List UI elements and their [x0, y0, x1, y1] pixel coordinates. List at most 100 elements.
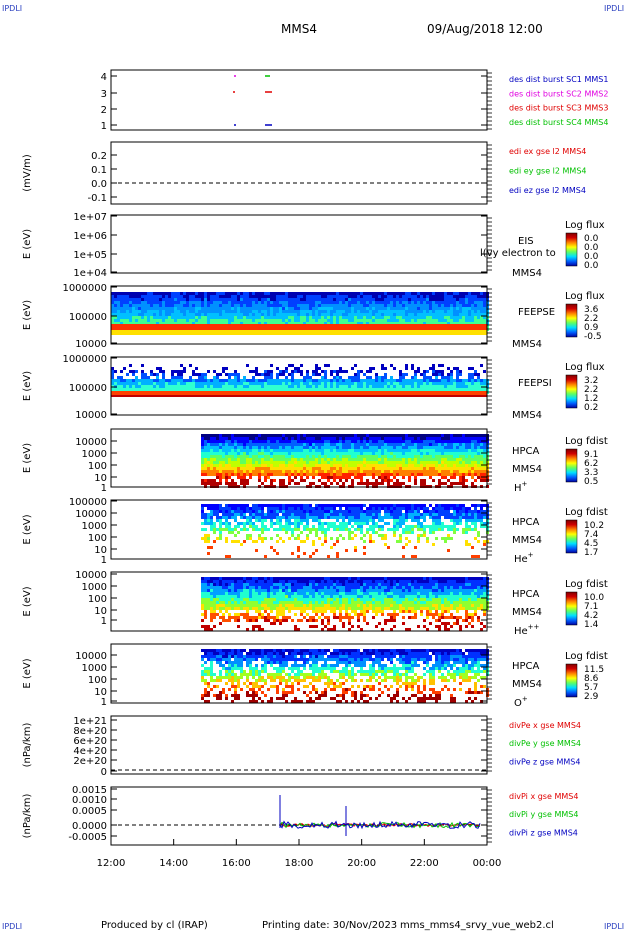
heatmap-cell [207, 304, 210, 307]
heatmap-cell [477, 313, 480, 316]
heatmap-cell [345, 440, 348, 443]
heatmap-cell [462, 313, 465, 316]
heatmap-cell [411, 437, 414, 440]
heatmap-cell [402, 301, 405, 304]
heatmap-cell [147, 307, 150, 310]
heatmap-cell [426, 473, 429, 476]
heatmap-cell [291, 370, 294, 373]
heatmap-cell [285, 510, 288, 513]
heatmap-cell [408, 382, 411, 385]
heatmap-cell [180, 382, 183, 385]
heatmap-cell [318, 385, 321, 388]
heatmap-cell [294, 434, 297, 437]
heatmap-cell [309, 316, 312, 319]
heatmap-cell [141, 388, 144, 391]
heatmap-cell [294, 382, 297, 385]
heatmap-cell [273, 446, 276, 449]
heatmap-cell [309, 379, 312, 382]
heatmap-cell [198, 373, 201, 376]
heatmap-cell [273, 322, 276, 325]
heatmap-cell [237, 310, 240, 313]
heatmap-cell [273, 464, 276, 467]
heatmap-cell [249, 455, 252, 458]
heatmap-cell [171, 301, 174, 304]
heatmap-cell [303, 440, 306, 443]
heatmap-cell [138, 313, 141, 316]
heatmap-cell [180, 301, 183, 304]
heatmap-cell [387, 434, 390, 437]
heatmap-cell [207, 473, 210, 476]
heatmap-cell [123, 313, 126, 316]
heatmap-cell [243, 540, 246, 543]
heatmap-cell [186, 322, 189, 325]
heatmap-cell [297, 292, 300, 295]
heatmap-cell [324, 301, 327, 304]
heatmap-cell [210, 546, 213, 549]
heatmap-cell [468, 310, 471, 313]
heatmap-cell [447, 437, 450, 440]
heatmap-cell [279, 388, 282, 391]
heatmap-cell [333, 319, 336, 322]
heatmap-cell [156, 316, 159, 319]
heatmap-cell [372, 458, 375, 461]
heatmap-cell [474, 304, 477, 307]
heatmap-cell [375, 301, 378, 304]
heatmap-cell [411, 440, 414, 443]
heatmap-cell [240, 307, 243, 310]
heatmap-cell [393, 513, 396, 516]
heatmap-cell [390, 513, 393, 516]
heatmap-cell [303, 316, 306, 319]
heatmap-cell [234, 455, 237, 458]
heatmap-cell [432, 382, 435, 385]
heatmap-cell [303, 364, 306, 367]
heatmap-cell [273, 301, 276, 304]
heatmap-cell [369, 292, 372, 295]
heatmap-cell [195, 382, 198, 385]
heatmap-cell [360, 449, 363, 452]
heatmap-cell [300, 295, 303, 298]
heatmap-cell [162, 313, 165, 316]
heatmap-cell [297, 452, 300, 455]
heatmap-cell [315, 516, 318, 519]
heatmap-cell [363, 307, 366, 310]
heatmap-cell [366, 470, 369, 473]
heatmap-cell [342, 522, 345, 525]
heatmap-cell [180, 370, 183, 373]
heatmap-cell [348, 464, 351, 467]
heatmap-cell [408, 470, 411, 473]
heatmap-cell [303, 388, 306, 391]
heatmap-cell [270, 458, 273, 461]
heatmap-cell [282, 525, 285, 528]
heatmap-cell [324, 376, 327, 379]
heatmap-cell [360, 464, 363, 467]
heatmap-cell [219, 473, 222, 476]
heatmap-cell [303, 479, 306, 482]
heatmap-cell [180, 313, 183, 316]
heatmap-cell [456, 467, 459, 470]
heatmap-cell [243, 476, 246, 479]
heatmap-cell [462, 467, 465, 470]
heatmap-cell [429, 298, 432, 301]
heatmap-cell [306, 298, 309, 301]
heatmap-cell [426, 464, 429, 467]
heatmap-cell [414, 364, 417, 367]
heatmap-cell [315, 446, 318, 449]
heatmap-cell [339, 370, 342, 373]
heatmap-cell [378, 437, 381, 440]
heatmap-cell [423, 461, 426, 464]
heatmap-cell [249, 295, 252, 298]
heatmap-cell [309, 461, 312, 464]
heatmap-cell [357, 443, 360, 446]
heatmap-cell [231, 455, 234, 458]
heatmap-cell [309, 482, 312, 485]
heatmap-cell [435, 313, 438, 316]
heatmap-cell [300, 510, 303, 513]
heatmap-cell [222, 443, 225, 446]
heatmap-cell [210, 313, 213, 316]
heatmap-cell [306, 295, 309, 298]
heatmap-cell [456, 373, 459, 376]
heatmap-cell [387, 446, 390, 449]
heatmap-cell [351, 440, 354, 443]
heatmap-cell [423, 470, 426, 473]
heatmap-cell [249, 440, 252, 443]
